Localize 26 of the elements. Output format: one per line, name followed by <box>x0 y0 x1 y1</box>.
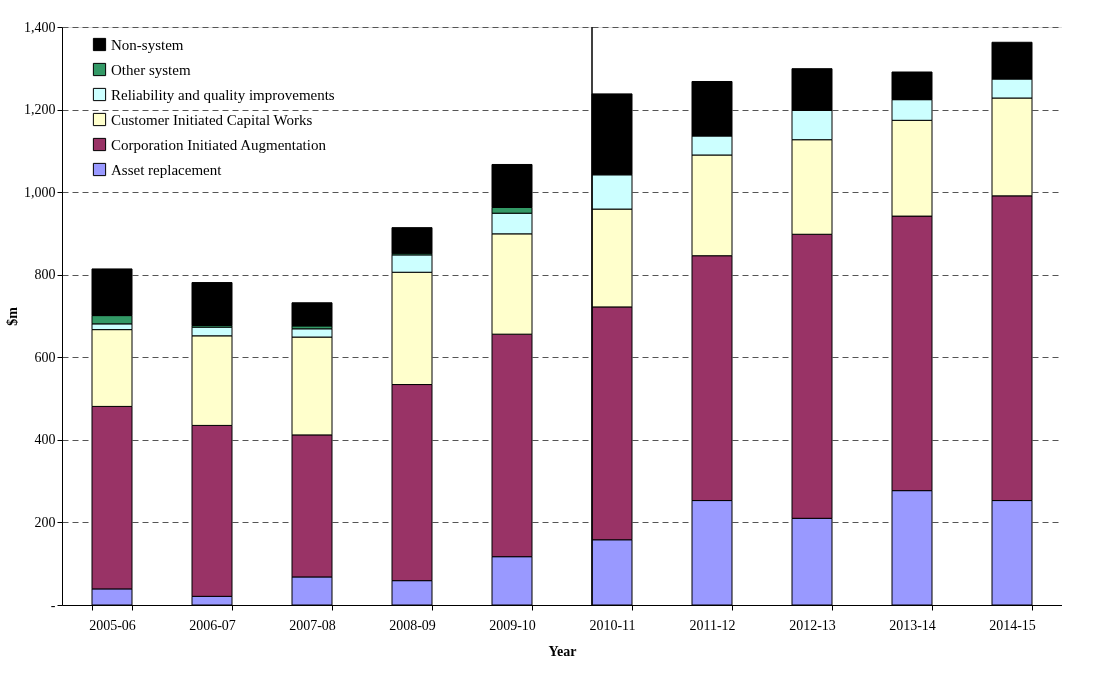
x-tick-label: 2013-14 <box>889 617 936 633</box>
legend-label: Non-system <box>111 36 184 53</box>
x-tick-label: 2011-12 <box>689 617 736 633</box>
y-tick-label: 1,200 <box>24 102 56 118</box>
legend-label: Asset replacement <box>111 161 223 178</box>
x-tick-label: 2012-13 <box>789 617 836 633</box>
y-tick-label: 600 <box>34 349 56 365</box>
y-tick-label: 400 <box>34 432 56 448</box>
y-tick-label: 1,000 <box>24 184 56 200</box>
legend-label: Customer Initiated Capital Works <box>111 111 313 128</box>
x-axis-title: Year <box>548 643 577 659</box>
x-tick-label: 2005-06 <box>89 617 136 633</box>
x-tick-label: 2010-11 <box>589 617 636 633</box>
y-tick-label: - <box>50 597 56 613</box>
x-tick-label: 2007-08 <box>289 617 336 633</box>
y-tick-label: 800 <box>34 267 56 283</box>
x-tick-label: 2014-15 <box>989 617 1036 633</box>
legend-label: Reliability and quality improvements <box>111 86 335 103</box>
x-tick-label: 2008-09 <box>389 617 436 633</box>
legend-label: Corporation Initiated Augmentation <box>111 136 327 153</box>
y-tick-label: 200 <box>34 514 56 530</box>
legend-label: Other system <box>111 61 191 78</box>
y-axis-title: $m <box>5 306 20 326</box>
x-tick-label: 2006-07 <box>189 617 236 633</box>
x-tick-label: 2009-10 <box>489 617 536 633</box>
y-tick-label: 1,400 <box>24 19 56 35</box>
